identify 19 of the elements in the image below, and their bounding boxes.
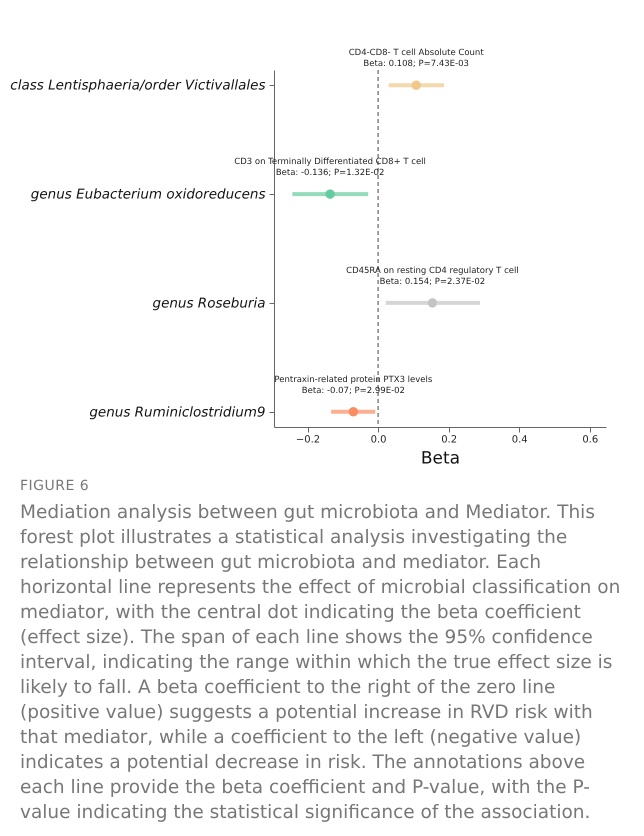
x-tick-label: −0.2	[296, 434, 320, 446]
y-tick-label: genus Ruminiclostridium9	[89, 404, 266, 420]
y-tick-label: genus Roseburia	[152, 295, 266, 312]
point	[325, 189, 335, 199]
x-tick-label: 0.2	[441, 434, 458, 446]
point	[411, 80, 421, 90]
annotation: CD4-CD8- T cell Absolute Count Beta: 0.108; P=7.43E-03	[348, 48, 484, 70]
x-tick-label: 0.4	[512, 434, 528, 446]
point	[428, 298, 438, 308]
caption: FIGURE 6	[20, 478, 90, 494]
text: Mediation analysis between gut microbiota and Mediator. This forest plot illustrates a statistical analysis investigating the relationship between gut microbiota and mediator. Each horizontal line represents the effect of microbial classification on mediator, with the central dot indicating the beta coefficient (effect size). The span of each line shows the 95% confidence interval, indicating the range within which the true effect size is likely to fall. A beta coefficient to the right of the zero line (positive value) suggests a potential increase in RVD risk with that mediator, while a coefficient to the left (negative value) indicates a potential decrease in risk. The annotations above each line provide the beta coefficient and P-value, with the P-value indicating the statistical significance of the association.	[20, 502, 620, 823]
x-axis-title: Beta	[420, 448, 460, 468]
annotation: Pentraxin-related protein PTX3 levels Beta: -0.07; P=2.99E-02	[274, 374, 433, 396]
x-tick-label: 0.6	[582, 434, 598, 446]
y-tick-label: genus Eubacterium oxidoreducens	[30, 186, 266, 203]
y-tick-label: class Lentisphaeria/order Victivallales	[10, 78, 266, 94]
x-tick-label: 0.0	[370, 434, 387, 446]
annotation: CD45RA on resting CD4 regulatory T cell Beta: 0.154; P=2.37E-02	[346, 266, 519, 287]
point	[348, 407, 358, 416]
